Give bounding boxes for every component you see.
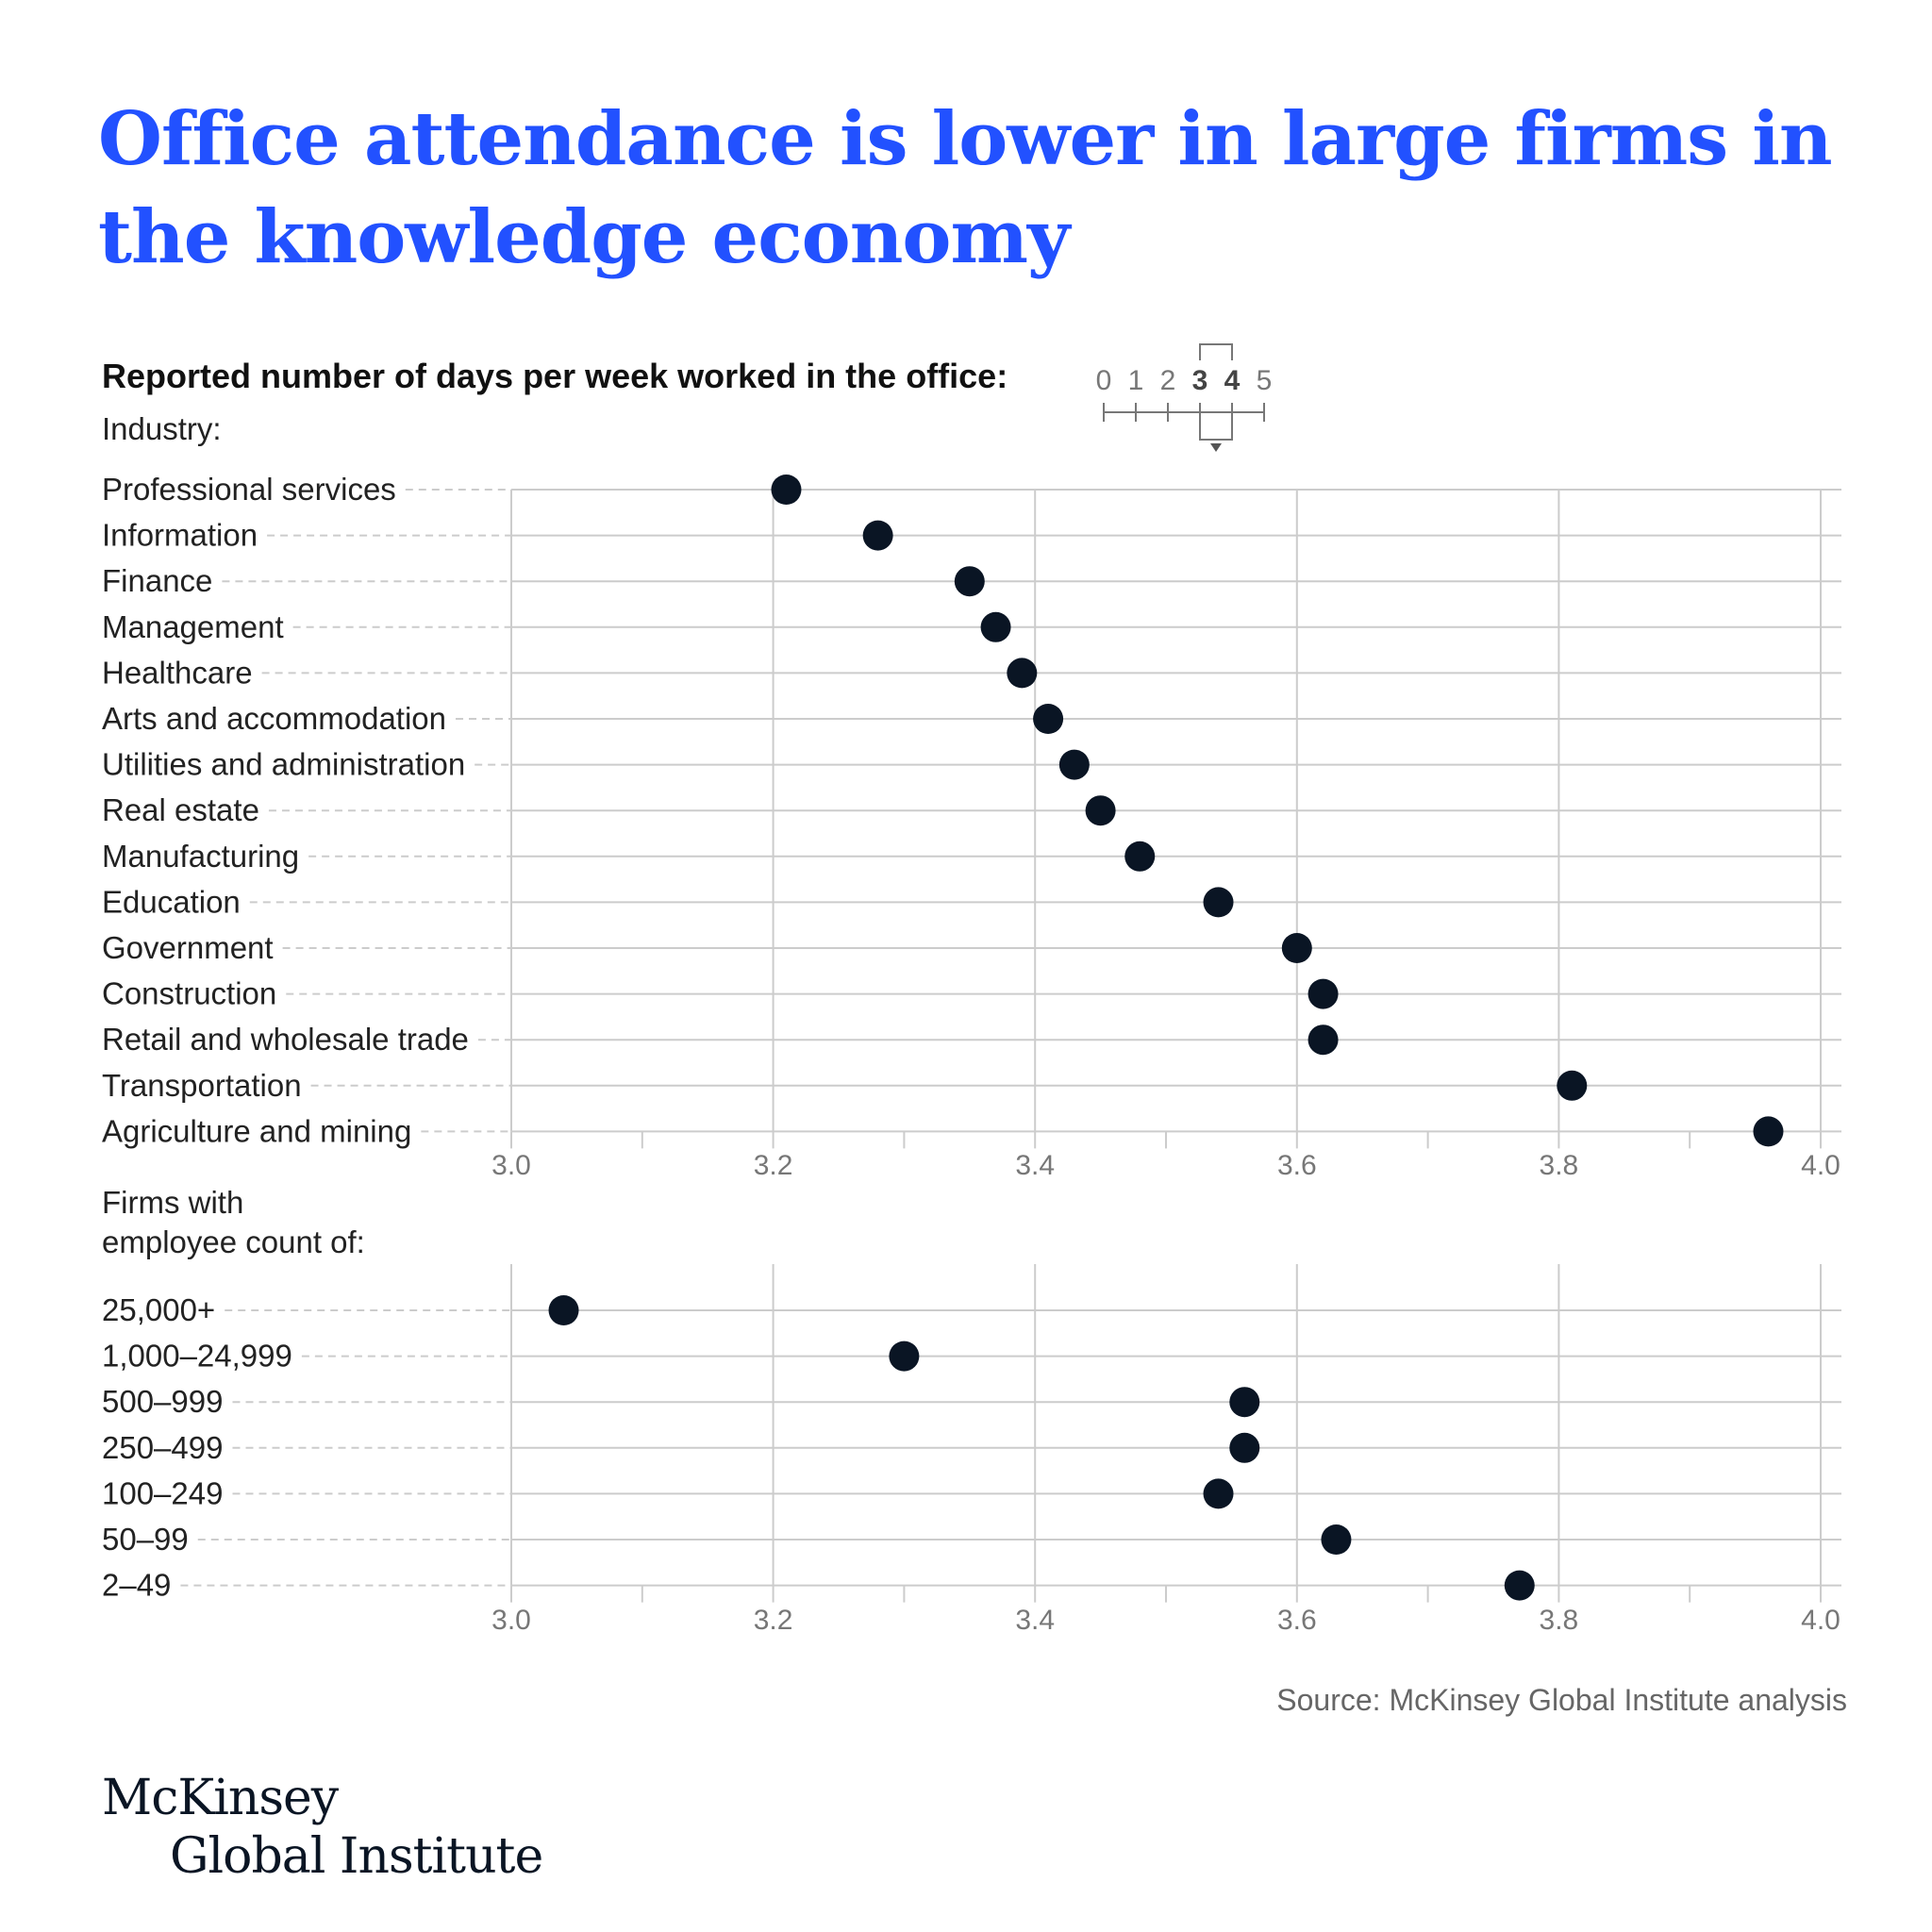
dot-500-999: [1229, 1387, 1260, 1418]
row-label-2-49: 2–49: [102, 1568, 171, 1603]
row-label-1-000-24-999: 1,000–24,999: [102, 1339, 292, 1374]
section-label: employee count of:: [102, 1224, 365, 1259]
row-label-manufacturing: Manufacturing: [102, 839, 299, 874]
dot-arts-and-accommodation: [1033, 704, 1064, 734]
row-label-education: Education: [102, 884, 241, 919]
x-tick-label: 3.8: [1540, 1150, 1579, 1181]
dot-utilities-and-administration: [1058, 749, 1090, 780]
scale-label-1: 1: [1128, 365, 1144, 396]
row-label-transportation: Transportation: [102, 1068, 302, 1103]
row-label-information: Information: [102, 518, 258, 553]
mckinsey-logo: McKinsey Global Institute: [102, 1769, 543, 1886]
scale-label-4: 4: [1224, 365, 1241, 396]
scale-pointer-icon: [1210, 443, 1222, 452]
dot-100-249: [1203, 1478, 1234, 1509]
dot-1-000-24-999: [889, 1341, 920, 1372]
x-tick-label: 3.0: [491, 1605, 531, 1636]
dot-250-499: [1229, 1432, 1260, 1463]
scale-label-5: 5: [1257, 365, 1273, 396]
dot-construction: [1307, 978, 1339, 1009]
row-label-50-99: 50–99: [102, 1522, 189, 1557]
row-label-finance: Finance: [102, 563, 212, 598]
row-label-25-000: 25,000+: [102, 1292, 215, 1327]
section-label: Industry:: [102, 411, 222, 446]
scale-label-2: 2: [1160, 365, 1176, 396]
dot-education: [1203, 887, 1234, 918]
dot-finance: [954, 566, 985, 597]
chart-title: Office attendance is lower in large firm…: [98, 96, 1833, 280]
row-label-500-999: 500–999: [102, 1384, 223, 1419]
row-label-250-499: 250–499: [102, 1430, 223, 1465]
dot-50-99: [1321, 1524, 1352, 1555]
x-tick-label: 3.8: [1540, 1605, 1579, 1636]
x-tick-label: 3.6: [1277, 1150, 1317, 1181]
row-label-government: Government: [102, 930, 274, 965]
scale-label-0: 0: [1096, 365, 1112, 396]
row-label-professional-services: Professional services: [102, 472, 396, 507]
dot-information: [862, 520, 893, 551]
x-tick-label: 3.4: [1015, 1605, 1055, 1636]
dot-retail-and-wholesale-trade: [1307, 1024, 1339, 1056]
dot-agriculture-and-mining: [1753, 1116, 1784, 1147]
row-label-healthcare: Healthcare: [102, 655, 253, 690]
row-label-real-estate: Real estate: [102, 792, 259, 827]
row-label-utilities-and-administration: Utilities and administration: [102, 747, 465, 782]
dot-professional-services: [771, 475, 802, 505]
logo-line-2: Global Institute: [170, 1828, 543, 1885]
dot-transportation: [1557, 1070, 1588, 1101]
scale-bracket-top: [1199, 343, 1233, 360]
logo-line-1: McKinsey: [102, 1770, 339, 1826]
dot-real-estate: [1085, 795, 1116, 826]
dot-manufacturing: [1124, 841, 1156, 872]
dot-government: [1281, 933, 1312, 963]
x-tick-label: 4.0: [1801, 1150, 1840, 1181]
scale-bracket-bottom: [1199, 422, 1233, 441]
row-label-management: Management: [102, 609, 284, 644]
x-tick-label: 3.2: [754, 1605, 793, 1636]
row-label-construction: Construction: [102, 976, 276, 1011]
dot-healthcare: [1007, 658, 1038, 689]
x-tick-label: 3.4: [1015, 1150, 1055, 1181]
industry-panel: Industry: 3.0 3.2 3.4 3.6 3.8 4.0 Professional …: [102, 411, 1841, 1181]
dot-25-000: [548, 1295, 579, 1325]
x-tick-label: 3.0: [491, 1150, 531, 1181]
firm-size-panel: Firms with employee count of: 3.0 3.2 3.4 3.6…: [102, 1185, 1841, 1636]
x-tick-label: 3.2: [754, 1150, 793, 1181]
row-label-agriculture-and-mining: Agriculture and mining: [102, 1113, 411, 1148]
section-label: Firms with: [102, 1185, 243, 1220]
scale-label-3: 3: [1192, 365, 1208, 396]
chart-subtitle: Reported number of days per week worked …: [102, 357, 1008, 395]
row-label-arts-and-accommodation: Arts and accommodation: [102, 701, 446, 736]
row-label-retail-and-wholesale-trade: Retail and wholesale trade: [102, 1022, 469, 1057]
x-tick-label: 3.6: [1277, 1605, 1317, 1636]
dot-management: [980, 611, 1011, 642]
source-note: Source: McKinsey Global Institute analys…: [1276, 1683, 1847, 1717]
x-tick-label: 4.0: [1801, 1605, 1840, 1636]
row-label-100-249: 100–249: [102, 1475, 223, 1510]
dot-2-49: [1504, 1570, 1535, 1601]
